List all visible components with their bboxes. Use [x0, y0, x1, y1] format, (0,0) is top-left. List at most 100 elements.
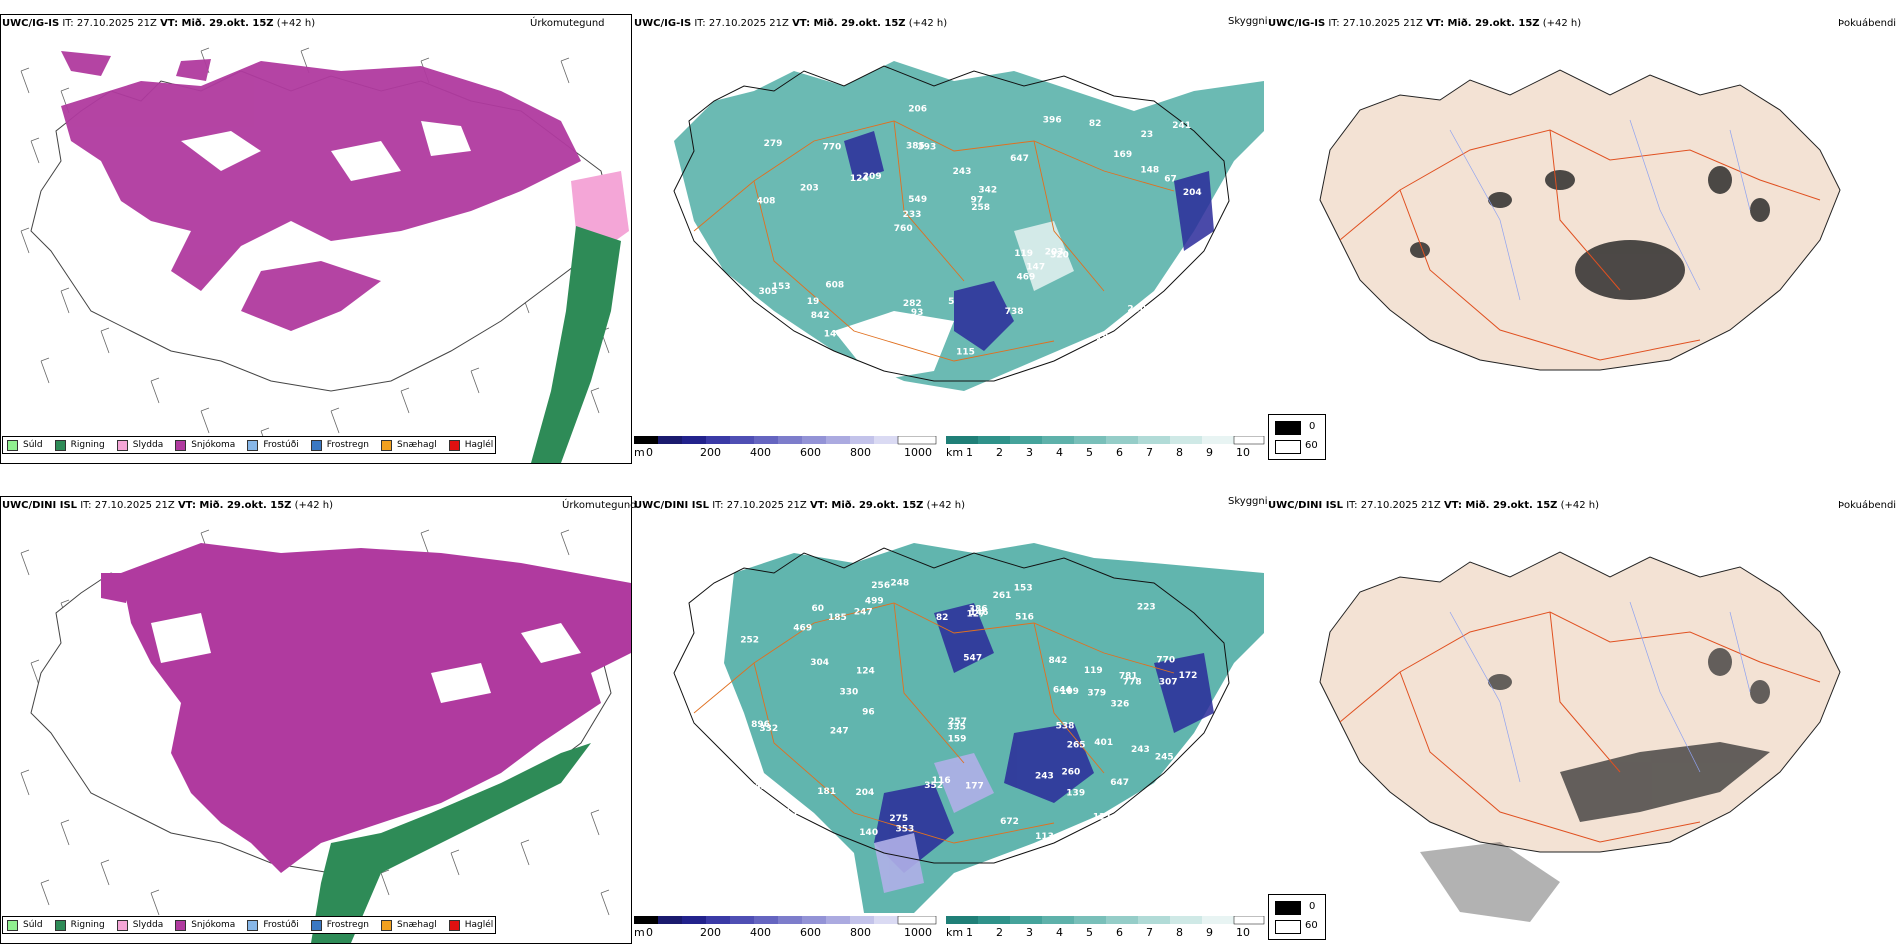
- visibility-height-label: 60: [812, 604, 825, 614]
- visibility-height-label: 177: [965, 782, 984, 792]
- visibility-height-label: 109: [1060, 687, 1079, 697]
- visibility-height-label: 247: [854, 608, 873, 618]
- panel-header-top-left: UWC/IG-IS IT: 27.10.2025 21Z VT: Mið. 29…: [2, 18, 315, 30]
- rain-band: [311, 743, 591, 943]
- visibility-height-label: 275: [889, 814, 908, 824]
- visibility-height-label: 203: [800, 183, 819, 193]
- fog-swatch-dark: [1275, 421, 1301, 435]
- legend-item-freezing-rain: Frostregn: [310, 919, 369, 931]
- legend-item-snow-pellets: Snæhagl: [381, 439, 437, 451]
- lead-time: (+42 h): [908, 18, 948, 29]
- swatch: [310, 919, 322, 931]
- visibility-height-label: 516: [1015, 612, 1034, 622]
- legend-item-snow: Snjókoma: [175, 919, 235, 931]
- panel-header-top-right: UWC/IG-IS IT: 27.10.2025 21Z VT: Mið. 29…: [1268, 18, 1581, 30]
- legend-item-freezing-rain: Frostregn: [310, 439, 369, 451]
- valid-time: VT: Mið. 29.okt. 15Z: [1426, 18, 1540, 29]
- swatch: [381, 919, 393, 931]
- visibility-height-label: 148: [1140, 166, 1159, 176]
- coastline: [673, 65, 1230, 382]
- visibility-height-label: 332: [759, 724, 778, 734]
- visibility-height-label: 82: [1089, 119, 1102, 129]
- fog-legend-top: 0 60: [1268, 414, 1326, 460]
- road-network: [1339, 129, 1821, 361]
- precip-legend-bot-left: Súld Rigning Slydda Snjókoma Frostúði Fr…: [2, 916, 496, 934]
- visibility-height-label: 770: [1156, 656, 1175, 666]
- swatch: [175, 439, 187, 451]
- visibility-height-label: 153: [772, 282, 791, 292]
- visibility-height-label: 408: [757, 197, 776, 207]
- visibility-height-label: 121: [1093, 813, 1112, 823]
- swatch: [247, 439, 259, 451]
- visibility-height-label: 842: [1049, 656, 1068, 666]
- swatch: [116, 919, 128, 931]
- legend-item-sleet: Slydda: [116, 439, 163, 451]
- visibility-height-label: 243: [1131, 745, 1150, 755]
- visibility-height-label: 119: [1014, 249, 1033, 259]
- visibility-height-label: 146: [970, 608, 989, 618]
- swatch: [175, 919, 187, 931]
- coastline: [673, 547, 1230, 864]
- panel-header-bot-right: UWC/DINI ISL IT: 27.10.2025 21Z VT: Mið.…: [1268, 500, 1599, 512]
- visibility-height-label: 435: [1139, 795, 1158, 805]
- visibility-height-label: 305: [759, 287, 778, 297]
- lead-time: (+42 h): [926, 500, 966, 511]
- visibility-height-label: 500: [1151, 790, 1170, 800]
- precip-type-map-top-left: [1, 31, 631, 463]
- visibility-height-label: 644: [1053, 686, 1072, 696]
- model-name: UWC/DINI ISL: [1268, 500, 1344, 511]
- legend-item-freezing-drizzle: Frostúði: [247, 919, 299, 931]
- swatch: [7, 919, 18, 931]
- visibility-height-label: 127: [967, 609, 986, 619]
- legend-item-sleet: Slydda: [116, 919, 163, 931]
- visibility-height-label: 71: [1118, 824, 1131, 834]
- legend-item-drizzle: Súld: [7, 919, 43, 931]
- legend-item-freezing-drizzle: Frostúði: [247, 439, 299, 451]
- lead-time: (+42 h): [1542, 18, 1582, 29]
- visibility-height-label: 378: [738, 322, 757, 332]
- visibility-height-label: 738: [1005, 307, 1024, 317]
- panel-header-bot-left: UWC/DINI ISL IT: 27.10.2025 21Z VT: Mið.…: [2, 500, 333, 512]
- fog-swatch-light: [1275, 440, 1301, 454]
- visibility-height-label: 124: [856, 667, 875, 677]
- visibility-height-label: 243: [953, 167, 972, 177]
- visibility-height-label: 204: [1183, 188, 1202, 198]
- fog-swatch-dark: [1275, 901, 1301, 915]
- visibility-height-label: 184: [1096, 333, 1115, 343]
- model-name: UWC/IG-IS: [1268, 18, 1326, 29]
- legend-item-rain: Rigning: [54, 439, 105, 451]
- swatch: [448, 439, 460, 451]
- visibility-colorbar-bot: [946, 916, 1265, 925]
- visibility-height-label: 113: [742, 339, 761, 349]
- lead-time: (+42 h): [1560, 500, 1600, 511]
- visibility-height-label: 778: [1123, 678, 1142, 688]
- visibility-height-label: 647: [1110, 778, 1129, 788]
- visibility-height-label: 963: [753, 810, 772, 820]
- model-name: UWC/IG-IS: [634, 18, 692, 29]
- rivers: [1449, 119, 1751, 301]
- precip-legend-top-left: Súld Rigning Slydda Snjókoma Frostúði Fr…: [2, 436, 496, 454]
- model-name: UWC/DINI ISL: [2, 500, 78, 511]
- visibility-height-label: 172: [1179, 671, 1198, 681]
- visibility-height-label: 169: [1113, 150, 1132, 160]
- rain-band: [531, 226, 621, 463]
- visibility-height-label: 256: [871, 581, 890, 591]
- visibility-height-label: 67: [1164, 175, 1177, 185]
- visibility-height-label: 203: [1045, 248, 1064, 258]
- visibility-height-label: 140: [859, 828, 878, 838]
- visibility-labels: 548 408 23 760 647 573 385 243 153 209 378 842 393 34…: [738, 104, 1202, 360]
- valid-time: VT: Mið. 29.okt. 15Z: [1443, 500, 1558, 511]
- visibility-labels: 647 770 500 547 963 499 781 204 223 304 307 252 326 3…: [729, 578, 1203, 842]
- init-time: IT: 27.10.2025 21Z: [694, 18, 789, 29]
- swatch: [54, 919, 66, 931]
- visibility-height-label: 93: [911, 308, 924, 318]
- fog-shading: [1410, 166, 1770, 300]
- visibility-height-label: 223: [1137, 603, 1156, 613]
- swatch: [7, 439, 18, 451]
- height-colorbar-bot: [634, 916, 937, 925]
- snowfall-areas: [61, 51, 581, 331]
- valid-time: VT: Mið. 29.okt. 15Z: [177, 500, 292, 511]
- visibility-height-label: 252: [740, 636, 759, 646]
- fog-swatch-light: [1275, 920, 1301, 934]
- map-frame-bot-left: [0, 496, 632, 944]
